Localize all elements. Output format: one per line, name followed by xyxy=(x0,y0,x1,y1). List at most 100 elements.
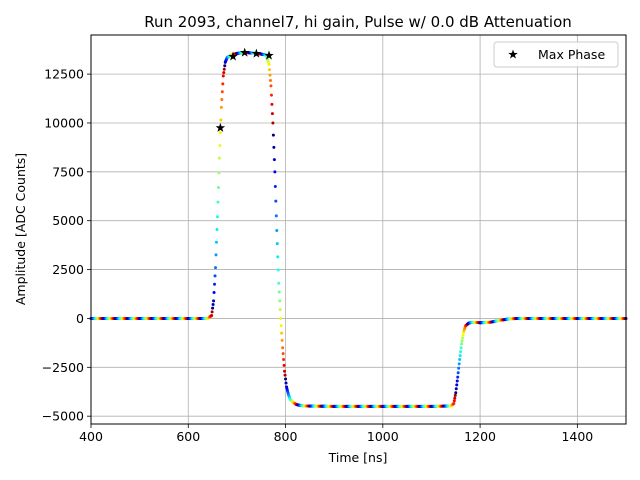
x-tick-label: 400 xyxy=(79,429,103,444)
legend: Max Phase xyxy=(493,41,619,68)
waveform-point xyxy=(280,331,284,335)
waveform-point xyxy=(280,338,284,342)
waveform-point xyxy=(217,171,221,175)
waveform-point xyxy=(458,354,462,358)
waveform-point xyxy=(276,268,280,272)
waveform-point xyxy=(278,299,282,303)
waveform-point xyxy=(279,324,283,328)
x-tick-label: 1200 xyxy=(464,429,496,444)
waveform-point xyxy=(278,308,282,312)
y-tick-label: 10000 xyxy=(44,115,84,130)
waveform-point xyxy=(216,185,220,189)
waveform-point xyxy=(456,371,460,375)
waveform-point xyxy=(222,71,226,75)
waveform-point xyxy=(273,170,277,174)
max-phase-markers xyxy=(215,47,274,132)
waveform-point xyxy=(454,391,458,395)
waveform-point xyxy=(274,214,278,218)
waveform-point xyxy=(453,396,457,400)
waveform-point xyxy=(219,118,223,122)
y-tick-label: −2500 xyxy=(42,360,84,375)
waveform-point xyxy=(459,346,463,350)
plot-frame xyxy=(90,34,627,425)
waveform-point xyxy=(220,90,224,94)
waveform-point xyxy=(211,303,215,307)
waveform-point xyxy=(214,240,218,244)
waveform-point xyxy=(455,383,459,387)
y-tick-label: −5000 xyxy=(42,409,84,424)
max-phase-star xyxy=(239,47,250,57)
waveform-point xyxy=(214,266,218,270)
waveform-point xyxy=(281,346,285,350)
waveform-point xyxy=(277,290,281,294)
legend-box xyxy=(493,41,619,68)
waveform-point xyxy=(460,342,464,346)
y-axis-label: Amplitude [ADC Counts] xyxy=(13,153,28,305)
waveform-point xyxy=(214,253,218,257)
legend-label-max-phase: Max Phase xyxy=(538,47,605,62)
waveform-point xyxy=(275,242,279,246)
chart-title: Run 2093, channel7, hi gain, Pulse w/ 0.… xyxy=(144,13,572,31)
waveform-point xyxy=(216,200,220,204)
waveform-point xyxy=(268,68,271,72)
waveform-point xyxy=(454,387,458,391)
waveform-point xyxy=(268,73,272,77)
waveform-point xyxy=(220,98,224,102)
legend-star-marker xyxy=(508,49,518,59)
waveform-point xyxy=(282,363,286,367)
waveform-point xyxy=(457,362,461,366)
waveform-point xyxy=(459,350,463,354)
waveform-point xyxy=(213,274,217,278)
waveform-point xyxy=(458,357,462,361)
waveform-point xyxy=(222,67,226,71)
y-tick-label: 0 xyxy=(76,311,84,326)
waveform-point xyxy=(274,199,278,203)
waveform-point xyxy=(210,314,214,318)
waveform-point xyxy=(453,393,457,397)
x-tick-label: 600 xyxy=(176,429,200,444)
waveform-point xyxy=(215,228,219,231)
waveform-point xyxy=(272,158,276,162)
max-phase-star xyxy=(264,50,274,60)
waveform-point xyxy=(283,373,287,377)
waveform-point xyxy=(272,145,276,149)
waveform-point xyxy=(271,133,275,137)
x-axis-label: Time [ns] xyxy=(328,450,388,465)
y-tick-label: 12500 xyxy=(44,67,84,82)
max-phase-star xyxy=(215,122,226,132)
waveform-point xyxy=(276,255,280,259)
waveform-point xyxy=(221,74,225,78)
grid xyxy=(90,35,626,424)
waveform-point xyxy=(217,156,221,160)
waveform-point xyxy=(461,336,465,340)
waveform-point xyxy=(452,399,456,403)
max-phase-star xyxy=(251,48,262,58)
y-axis-ticks: −5000 −2500 0 2500 5000 7500 10000 12500 xyxy=(42,67,91,424)
waveform-point xyxy=(270,112,274,116)
waveform-point xyxy=(270,102,274,106)
waveform-point xyxy=(452,401,456,405)
waveform-point xyxy=(281,352,285,356)
waveform-point xyxy=(218,131,222,135)
waveform-point xyxy=(271,121,275,125)
y-tick-label: 7500 xyxy=(52,164,84,179)
waveform-point xyxy=(210,310,214,314)
legend-star xyxy=(508,49,518,59)
max-phase-star xyxy=(228,51,238,61)
x-tick-label: 1000 xyxy=(367,429,399,444)
waveform-point xyxy=(223,64,227,68)
waveform-point xyxy=(269,93,273,97)
waveform-point xyxy=(279,316,283,320)
waveform-point xyxy=(273,184,277,188)
waveform-point xyxy=(461,333,465,337)
waveform-point xyxy=(213,282,217,286)
x-tick-label: 1400 xyxy=(561,429,593,444)
waveform-point xyxy=(267,62,271,66)
waveform-point xyxy=(269,84,273,88)
x-axis-ticks: 400 600 800 1000 1200 1400 xyxy=(79,424,593,444)
waveform-point xyxy=(284,381,288,385)
waveform-point xyxy=(212,299,216,303)
waveform-point xyxy=(277,281,281,285)
waveform-point xyxy=(455,379,459,383)
